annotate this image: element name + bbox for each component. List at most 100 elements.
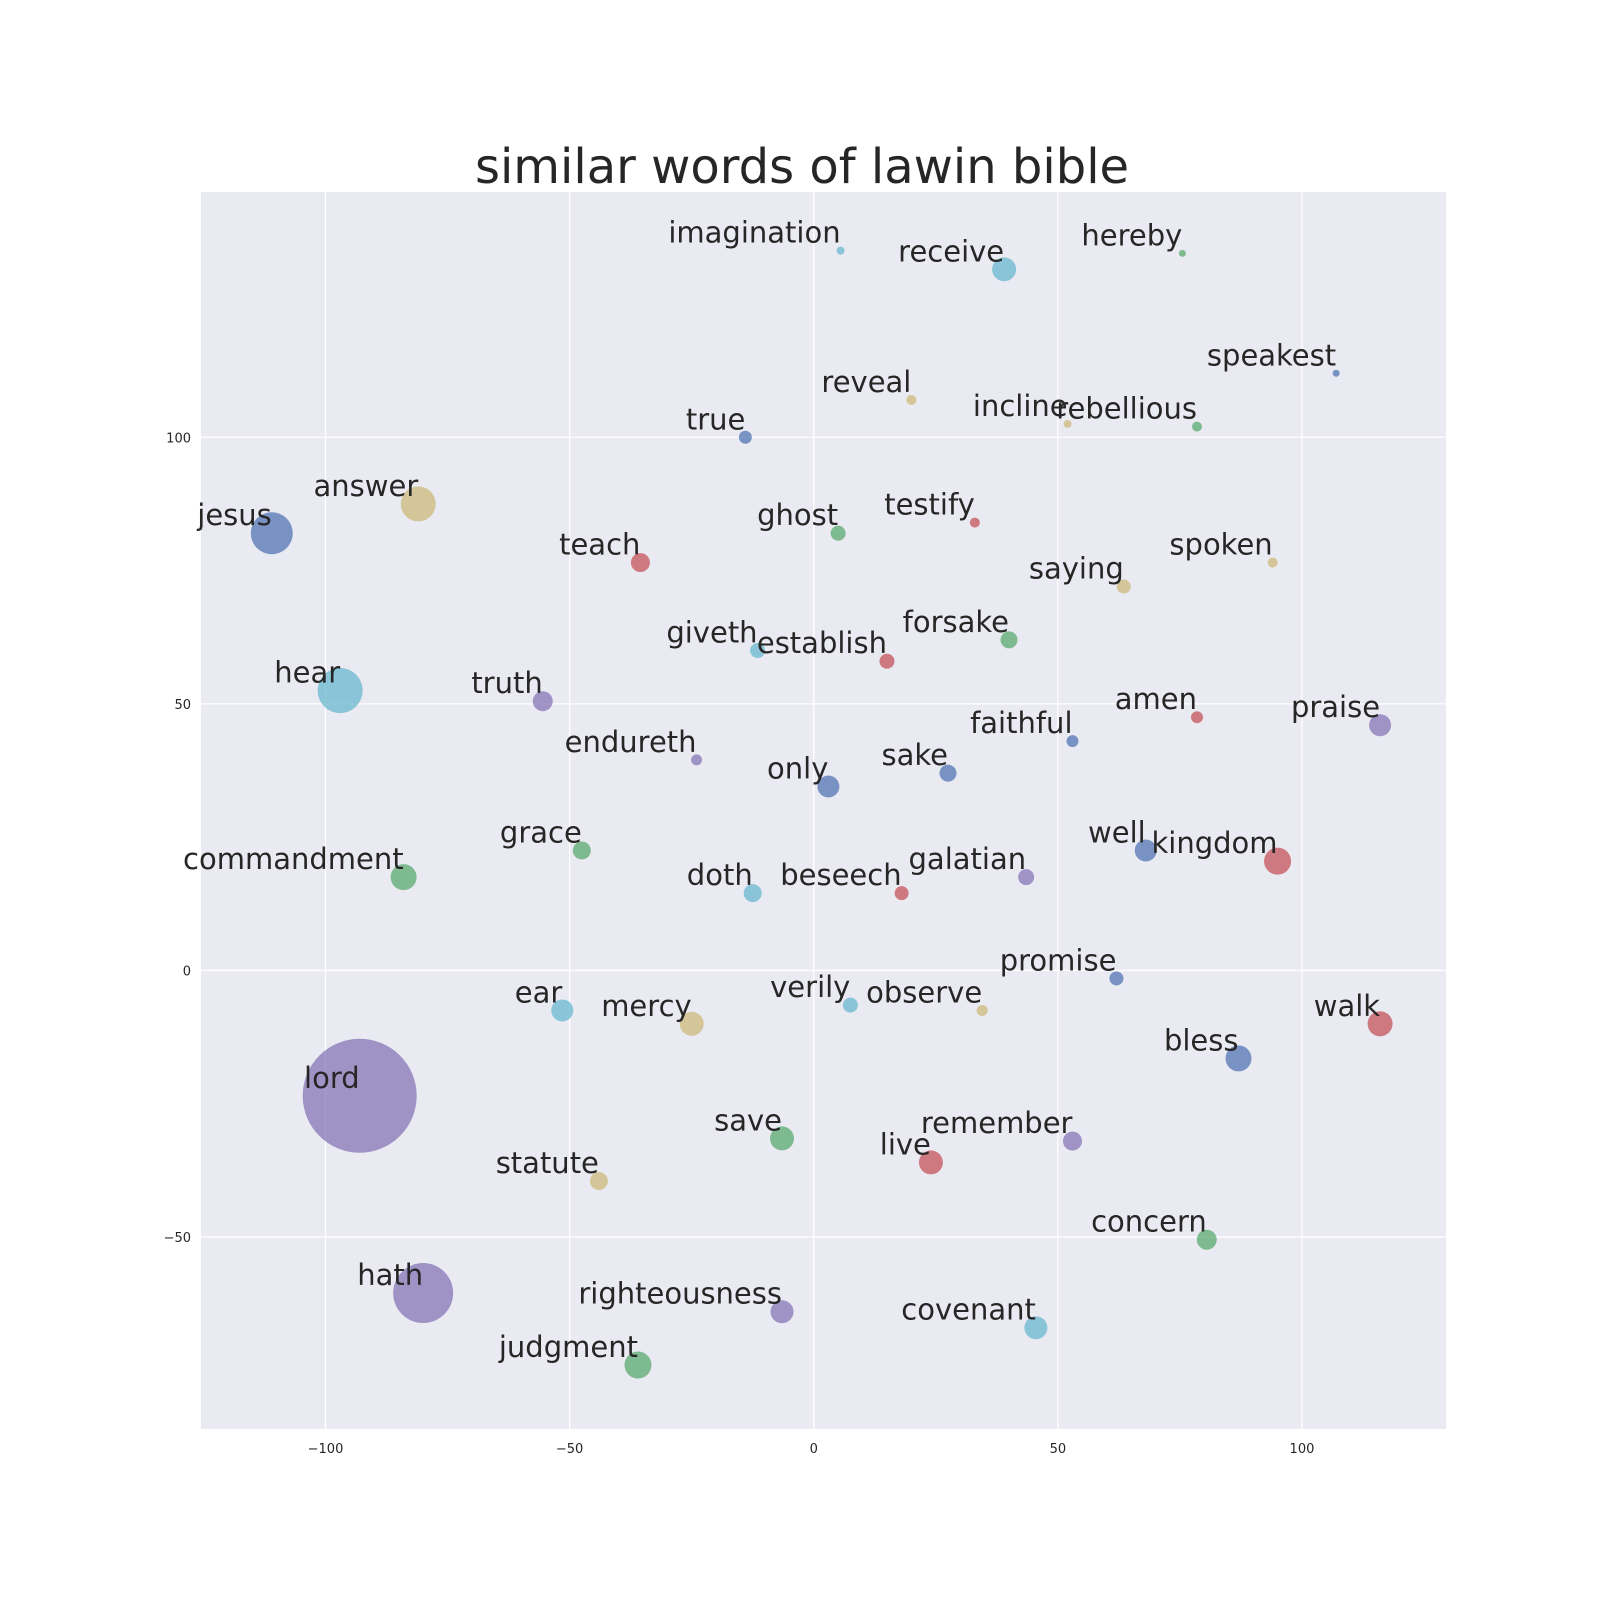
point-spoken (1267, 557, 1278, 568)
chart-title: similar words of lawin bible (475, 139, 1129, 195)
label-well: well (1088, 815, 1146, 849)
label-covenant: covenant (901, 1293, 1036, 1327)
point-covenant (1024, 1316, 1048, 1340)
point-speakest (1332, 369, 1340, 377)
label-receive: receive (898, 234, 1004, 268)
label-promise: promise (1000, 943, 1117, 977)
label-hereby: hereby (1081, 218, 1182, 252)
label-live: live (880, 1127, 931, 1161)
point-walk (1367, 1011, 1393, 1037)
point-galatian (1018, 869, 1035, 886)
point-amen (1191, 711, 1203, 724)
point-jesus (250, 512, 293, 555)
label-ear: ear (515, 975, 563, 1009)
point-testify (969, 517, 980, 528)
point-imagination (836, 246, 845, 255)
label-commandment: commandment (183, 842, 404, 876)
label-righteousness: righteousness (578, 1277, 782, 1311)
point-promise (1109, 971, 1124, 986)
point-live (918, 1150, 943, 1175)
point-hear (317, 668, 363, 714)
point-incline (1063, 419, 1072, 428)
label-praise: praise (1291, 690, 1380, 724)
point-mercy (679, 1011, 704, 1036)
label-save: save (714, 1103, 782, 1137)
x-tick-label: −50 (556, 1442, 583, 1457)
label-kingdom: kingdom (1152, 826, 1278, 860)
label-testify: testify (884, 488, 975, 522)
point-save (770, 1126, 794, 1151)
label-incline: incline (973, 389, 1068, 423)
grid-lines (201, 192, 1446, 1429)
point-beseech (894, 886, 909, 901)
point-receive (992, 257, 1017, 282)
label-verily: verily (770, 970, 850, 1004)
x-tick-label: 50 (1050, 1442, 1067, 1457)
label-spoken: spoken (1169, 528, 1272, 562)
point-sake (939, 764, 957, 782)
word-labels: imagination receive hereby speakest reveal in… (183, 216, 1380, 1364)
point-praise (1369, 714, 1392, 737)
data-points (250, 246, 1393, 1379)
point-commandment (390, 864, 417, 891)
point-lord (302, 1038, 417, 1153)
label-forsake: forsake (903, 605, 1009, 639)
label-hath: hath (357, 1258, 423, 1292)
point-truth (532, 691, 553, 712)
y-tick-label: 100 (166, 431, 191, 446)
label-answer: answer (314, 469, 419, 503)
point-answer (400, 486, 436, 522)
label-imagination: imagination (668, 216, 840, 250)
y-tick-label: −50 (164, 1231, 191, 1246)
label-lord: lord (304, 1061, 360, 1095)
point-endureth (691, 754, 703, 766)
label-speakest: speakest (1207, 338, 1336, 372)
y-tick-label: 50 (174, 698, 191, 713)
label-jesus: jesus (196, 498, 272, 532)
label-giveth: giveth (666, 616, 757, 650)
point-reveal (906, 394, 917, 405)
point-righteousness (770, 1300, 794, 1324)
point-concern (1196, 1229, 1217, 1250)
label-rebellious: rebellious (1056, 392, 1197, 426)
label-establish: establish (757, 626, 887, 660)
label-only: only (767, 752, 828, 786)
label-ghost: ghost (757, 498, 838, 532)
label-endureth: endureth (565, 725, 697, 759)
label-remember: remember (921, 1106, 1073, 1140)
point-saying (1116, 579, 1131, 594)
point-hath (393, 1263, 454, 1324)
point-hereby (1178, 249, 1186, 257)
x-tick-label: 0 (810, 1442, 818, 1457)
label-observe: observe (866, 975, 982, 1009)
label-bless: bless (1164, 1023, 1239, 1057)
point-ghost (830, 525, 846, 541)
point-true (738, 430, 752, 444)
point-bless (1225, 1045, 1252, 1072)
point-only (817, 775, 840, 798)
point-observe (976, 1004, 988, 1016)
point-teach (630, 553, 650, 573)
point-forsake (1000, 631, 1018, 649)
point-grace (572, 841, 591, 860)
x-tick-label: 100 (1290, 1442, 1315, 1457)
point-judgment (624, 1351, 652, 1379)
point-well (1134, 839, 1157, 862)
plot-area (201, 192, 1446, 1429)
label-true: true (686, 402, 746, 436)
point-verily (842, 997, 858, 1013)
label-beseech: beseech (780, 858, 901, 892)
label-doth: doth (687, 858, 753, 892)
point-doth (743, 884, 762, 903)
label-galatian: galatian (909, 842, 1027, 876)
label-teach: teach (559, 528, 640, 562)
axis-tick-labels: −100 −50 0 50 100 −50 0 50 100 (164, 431, 1315, 1457)
label-grace: grace (500, 815, 582, 849)
label-truth: truth (471, 666, 542, 700)
point-kingdom (1264, 847, 1292, 875)
x-tick-label: −100 (308, 1442, 344, 1457)
point-statute (589, 1172, 608, 1191)
label-sake: sake (882, 738, 948, 772)
point-remember (1063, 1131, 1082, 1151)
